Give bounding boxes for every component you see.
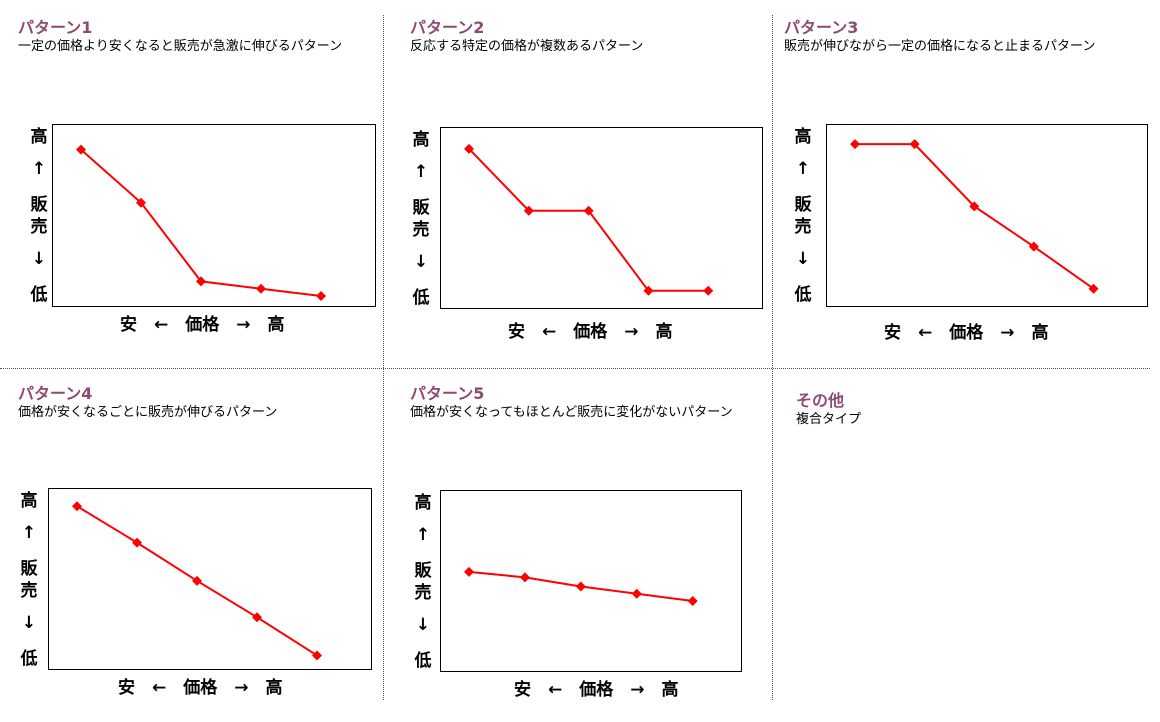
chart-plot-area (440, 490, 742, 672)
y-axis-label: ↑ (31, 159, 47, 179)
other-title: その他 (796, 391, 845, 410)
chart-description: 価格が安くなってもほとんど販売に変化がないパターン (410, 405, 733, 420)
chart-description: 価格が安くなるごとに販売が伸びるパターン (18, 405, 278, 420)
y-axis-label: ↓ (21, 613, 37, 633)
y-axis-label: ↑ (415, 525, 431, 545)
y-axis-label: 低 (412, 288, 430, 308)
chart-plot-area (826, 124, 1148, 307)
y-axis-label: 売 (412, 220, 430, 240)
y-axis-label: 販 (794, 195, 812, 215)
x-axis-label: 安 ← 価格 → 高 (508, 322, 673, 342)
y-axis-label: ↓ (795, 249, 811, 269)
y-axis-label: 高 (794, 127, 812, 147)
y-axis-label: ↑ (413, 162, 429, 182)
other-description: 複合タイプ (796, 412, 862, 427)
chart-description: 一定の価格より安くなると販売が急激に伸びるパターン (18, 39, 343, 54)
chart-description: 販売が伸びながら一定の価格になると止まるパターン (784, 39, 1096, 54)
chart-title: パターン2 (410, 18, 485, 37)
y-axis-label: 低 (20, 649, 38, 669)
y-axis-label: ↓ (415, 615, 431, 635)
chart-title: パターン5 (410, 384, 485, 403)
chart-description: 反応する特定の価格が複数あるパターン (410, 39, 644, 54)
y-axis-label: 売 (20, 581, 38, 601)
chart-plot-area (52, 124, 376, 307)
chart-title: パターン3 (784, 18, 859, 37)
y-axis-label: 販 (30, 195, 48, 215)
y-axis-label: 低 (794, 285, 812, 305)
divider-horizontal (0, 368, 1150, 369)
y-axis-label: ↓ (31, 249, 47, 269)
x-axis-label: 安 ← 価格 → 高 (120, 315, 285, 335)
y-axis-label: 売 (30, 217, 48, 237)
y-axis-label: 販 (412, 198, 430, 218)
y-axis-label: 高 (20, 491, 38, 511)
chart-plot-area (48, 488, 372, 670)
y-axis-label: 高 (30, 127, 48, 147)
y-axis-label: 低 (414, 651, 432, 671)
y-axis-label: 販 (414, 561, 432, 581)
y-axis-label: 高 (412, 130, 430, 150)
y-axis-label: 高 (414, 493, 432, 513)
y-axis-label: 販 (20, 559, 38, 579)
y-axis-label: ↓ (413, 252, 429, 272)
chart-plot-area (440, 127, 763, 309)
y-axis-label: 売 (414, 583, 432, 603)
x-axis-label: 安 ← 価格 → 高 (884, 323, 1049, 343)
chart-title: パターン1 (18, 18, 93, 37)
y-axis-label: ↑ (795, 159, 811, 179)
y-axis-label: ↑ (21, 523, 37, 543)
divider-vertical-1 (383, 15, 384, 700)
divider-vertical-2 (772, 15, 773, 700)
chart-title: パターン4 (18, 384, 93, 403)
y-axis-label: 売 (794, 217, 812, 237)
y-axis-label: 低 (30, 285, 48, 305)
x-axis-label: 安 ← 価格 → 高 (514, 680, 679, 700)
x-axis-label: 安 ← 価格 → 高 (118, 678, 283, 698)
